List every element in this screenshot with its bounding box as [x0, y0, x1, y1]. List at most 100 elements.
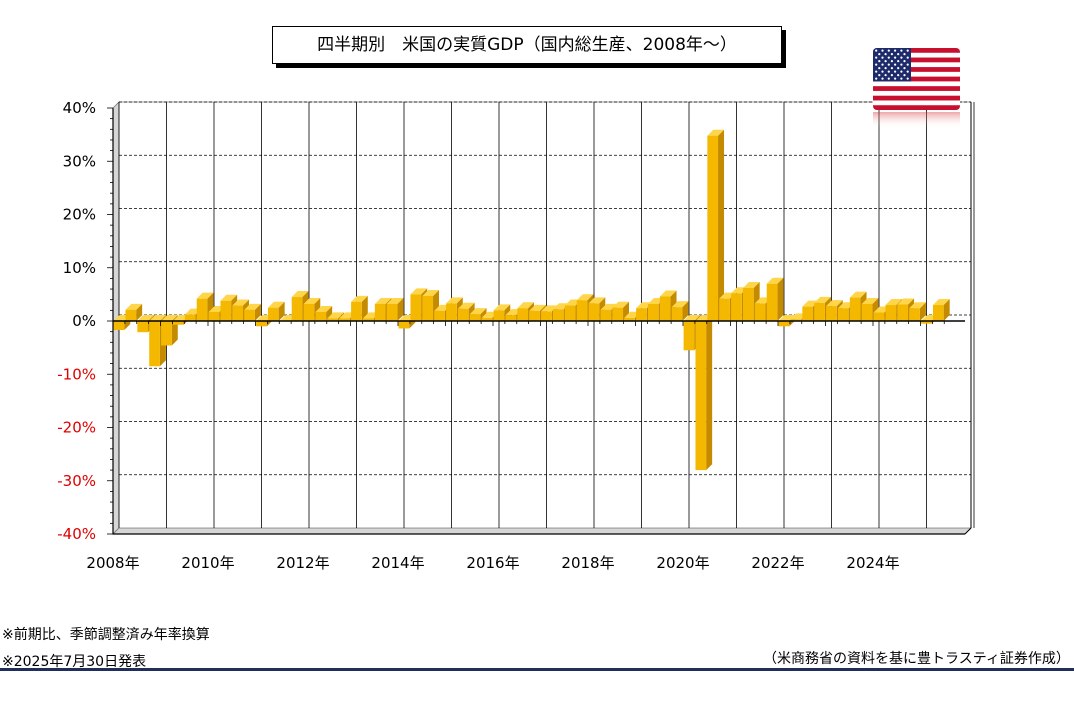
bar-front	[529, 310, 540, 321]
flag-star	[903, 67, 906, 70]
bar-front	[909, 308, 920, 321]
flag-star	[878, 67, 881, 70]
bar-front	[814, 302, 825, 321]
bar-front	[137, 321, 149, 333]
bar-top	[220, 294, 238, 301]
bar-front	[410, 294, 422, 321]
y-tick-label: 40%	[63, 99, 96, 117]
bar-top	[291, 291, 309, 298]
bar-front	[493, 310, 505, 321]
bar-front	[351, 301, 362, 321]
source-note: （米商務省の資料を基に豊トラスティ証券作成）	[763, 651, 1070, 667]
bar-top	[161, 315, 178, 321]
bar-top	[909, 302, 926, 309]
flag-star	[894, 49, 897, 52]
flag-star	[881, 56, 884, 59]
bar-front	[398, 321, 410, 329]
y-tick-label: 30%	[63, 152, 96, 170]
bar-front	[434, 310, 445, 321]
flag-star	[887, 77, 890, 80]
bar-front	[564, 305, 576, 321]
flag-star	[900, 49, 903, 52]
chart-title: 四半期別 米国の実質GDP（国内総生産、2008年～）	[272, 26, 782, 64]
y-tick-label: -10%	[57, 365, 96, 383]
flag-star	[890, 74, 893, 77]
bar-side	[919, 302, 926, 321]
flag-star	[875, 56, 878, 59]
bar-side	[136, 303, 143, 321]
bar-top	[422, 289, 440, 296]
bar-2021Q4	[766, 277, 784, 321]
bar-top	[552, 303, 570, 310]
footnote-basis: ※前期比、季節調整済み年率換算	[2, 627, 210, 643]
bar-front	[576, 300, 588, 321]
bar-front	[220, 300, 232, 321]
bar-front	[837, 308, 849, 321]
bar-2020Q3	[707, 129, 725, 321]
bar-top	[196, 292, 214, 299]
bar-top	[232, 299, 250, 306]
bar-front	[244, 309, 255, 321]
bar-2024Q4	[909, 302, 926, 321]
bar-front	[861, 303, 873, 321]
bar-top	[671, 301, 689, 308]
bar-front	[256, 321, 267, 327]
flag-star	[894, 56, 897, 59]
bar-top	[861, 297, 879, 304]
bar-front	[315, 311, 327, 321]
flag-star	[878, 53, 881, 56]
flag-star	[881, 77, 884, 80]
bar-front	[161, 321, 172, 346]
bar-front	[636, 308, 647, 321]
bars	[113, 129, 950, 471]
bar-top	[446, 297, 463, 304]
flag-star	[906, 63, 909, 66]
flag-star	[884, 53, 887, 56]
bar-top	[303, 297, 321, 304]
flag-star	[887, 63, 890, 66]
y-tick-label: -30%	[57, 472, 96, 490]
bar-top	[588, 297, 606, 304]
bar-top	[149, 315, 166, 321]
bar-top	[410, 288, 428, 295]
bar-side	[706, 315, 713, 471]
bar-front	[386, 303, 398, 321]
bar-top	[707, 129, 725, 136]
flag-star	[903, 60, 906, 63]
x-tick-label: 2016年	[466, 554, 519, 572]
bar-front	[707, 135, 719, 321]
bar-top	[814, 296, 831, 303]
bar-front	[374, 303, 386, 321]
axes	[107, 107, 965, 535]
flag-star	[897, 60, 900, 63]
flag-star	[900, 63, 903, 66]
flag-star	[900, 70, 903, 73]
bar-front	[327, 318, 339, 321]
bar-side	[278, 301, 285, 321]
bar-front	[446, 303, 457, 321]
x-tick-label: 2020年	[656, 554, 709, 572]
flag-star	[875, 63, 878, 66]
bar-top	[457, 302, 475, 309]
bar-2011Q2	[267, 301, 285, 321]
x-tick-label: 2012年	[276, 554, 329, 572]
bar-2025Q2	[932, 299, 950, 321]
x-tick-label: 2024年	[846, 554, 899, 572]
bar-front	[196, 298, 208, 321]
flag-star	[906, 56, 909, 59]
flag-star	[906, 77, 909, 80]
bar-2012Q2	[315, 305, 333, 321]
flag-star	[900, 56, 903, 59]
flag-star	[887, 70, 890, 73]
bar-top	[576, 294, 594, 301]
bar-side	[254, 303, 261, 321]
bar-front	[422, 295, 434, 321]
bar-front	[695, 321, 707, 471]
flag-star	[890, 67, 893, 70]
bar-front	[184, 314, 196, 321]
bar-front	[481, 317, 493, 321]
bar-front	[897, 304, 909, 321]
bar-front	[885, 305, 897, 321]
bar-front	[588, 303, 600, 321]
